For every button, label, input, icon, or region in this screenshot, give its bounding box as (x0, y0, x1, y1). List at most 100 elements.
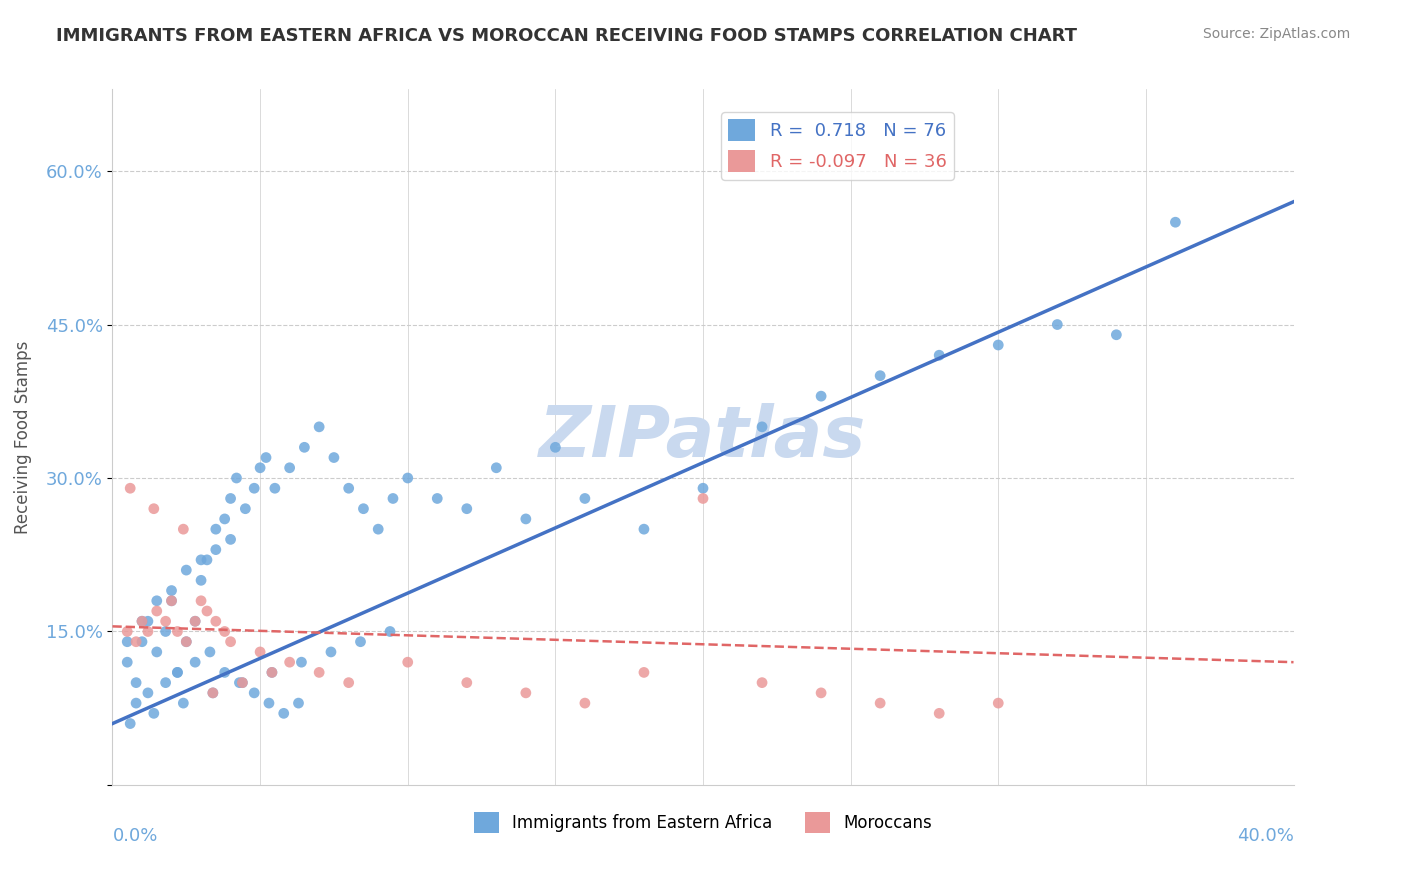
Point (125, 634, 148, 648)
Point (485, 460, 508, 475)
Point (131, 614, 153, 628)
Point (292, 440, 315, 454)
Point (810, 686, 832, 700)
Point (201, 686, 224, 700)
Point (198, 645, 221, 659)
Point (382, 491, 405, 506)
Point (1046, 318, 1069, 332)
Point (160, 594, 183, 608)
Point (337, 675, 360, 690)
Point (146, 604, 169, 618)
Point (349, 634, 371, 648)
Point (190, 574, 212, 588)
Point (260, 665, 283, 680)
Point (205, 522, 228, 536)
Point (515, 686, 537, 700)
Point (184, 614, 207, 628)
Point (869, 696, 891, 710)
Point (131, 614, 153, 628)
Point (273, 706, 295, 721)
Point (146, 645, 169, 659)
Point (174, 563, 197, 577)
Point (515, 512, 537, 526)
Point (456, 675, 478, 690)
Point (195, 553, 218, 567)
Point (257, 696, 280, 710)
Point (205, 614, 228, 628)
Point (155, 675, 177, 690)
Point (205, 542, 228, 557)
Point (195, 604, 218, 618)
Point (692, 481, 714, 495)
Point (231, 675, 253, 690)
Point (166, 665, 188, 680)
Point (160, 583, 183, 598)
Point (120, 716, 142, 731)
Point (1105, 327, 1128, 342)
Point (166, 624, 188, 639)
Point (142, 501, 165, 516)
Point (201, 686, 224, 700)
Point (136, 614, 159, 628)
Point (219, 634, 242, 648)
Point (131, 634, 153, 648)
Point (233, 501, 256, 516)
Point (174, 634, 197, 648)
Point (184, 655, 207, 669)
Point (574, 696, 596, 710)
Point (155, 624, 177, 639)
Point (308, 665, 330, 680)
Point (323, 450, 346, 465)
Point (166, 665, 188, 680)
Point (308, 420, 330, 434)
Point (214, 665, 236, 680)
Point (190, 553, 212, 567)
Point (456, 501, 478, 516)
Text: Source: ZipAtlas.com: Source: ZipAtlas.com (1202, 27, 1350, 41)
Point (155, 614, 177, 628)
Point (869, 368, 891, 383)
Point (544, 440, 567, 454)
Point (219, 491, 242, 506)
Point (1164, 215, 1187, 229)
Point (987, 696, 1010, 710)
Point (120, 481, 142, 495)
Point (987, 338, 1010, 352)
Point (426, 491, 449, 506)
Point (290, 655, 312, 669)
Point (117, 624, 138, 639)
Point (378, 624, 401, 639)
Point (160, 594, 183, 608)
Text: 0.0%: 0.0% (112, 827, 157, 845)
Point (136, 624, 159, 639)
Point (125, 696, 148, 710)
Point (214, 624, 236, 639)
Point (219, 533, 242, 547)
Point (249, 645, 271, 659)
Point (319, 645, 342, 659)
Point (136, 686, 159, 700)
Point (278, 460, 301, 475)
Text: IMMIGRANTS FROM EASTERN AFRICA VS MOROCCAN RECEIVING FOOD STAMPS CORRELATION CHA: IMMIGRANTS FROM EASTERN AFRICA VS MOROCC… (56, 27, 1077, 45)
Point (228, 675, 250, 690)
Point (692, 491, 714, 506)
Point (117, 634, 138, 648)
Text: ZIPatlas: ZIPatlas (540, 402, 866, 472)
Point (172, 696, 194, 710)
Text: 40.0%: 40.0% (1237, 827, 1294, 845)
Point (264, 481, 287, 495)
Point (243, 481, 266, 495)
Point (174, 634, 197, 648)
Point (278, 655, 301, 669)
Point (352, 501, 374, 516)
Point (254, 450, 277, 465)
Point (125, 675, 148, 690)
Point (172, 522, 194, 536)
Point (214, 512, 236, 526)
Point (260, 665, 283, 680)
Point (751, 420, 773, 434)
Point (287, 696, 309, 710)
Point (928, 706, 950, 721)
Legend: Immigrants from Eastern Africa, Moroccans: Immigrants from Eastern Africa, Moroccan… (467, 805, 939, 839)
Point (367, 522, 389, 536)
